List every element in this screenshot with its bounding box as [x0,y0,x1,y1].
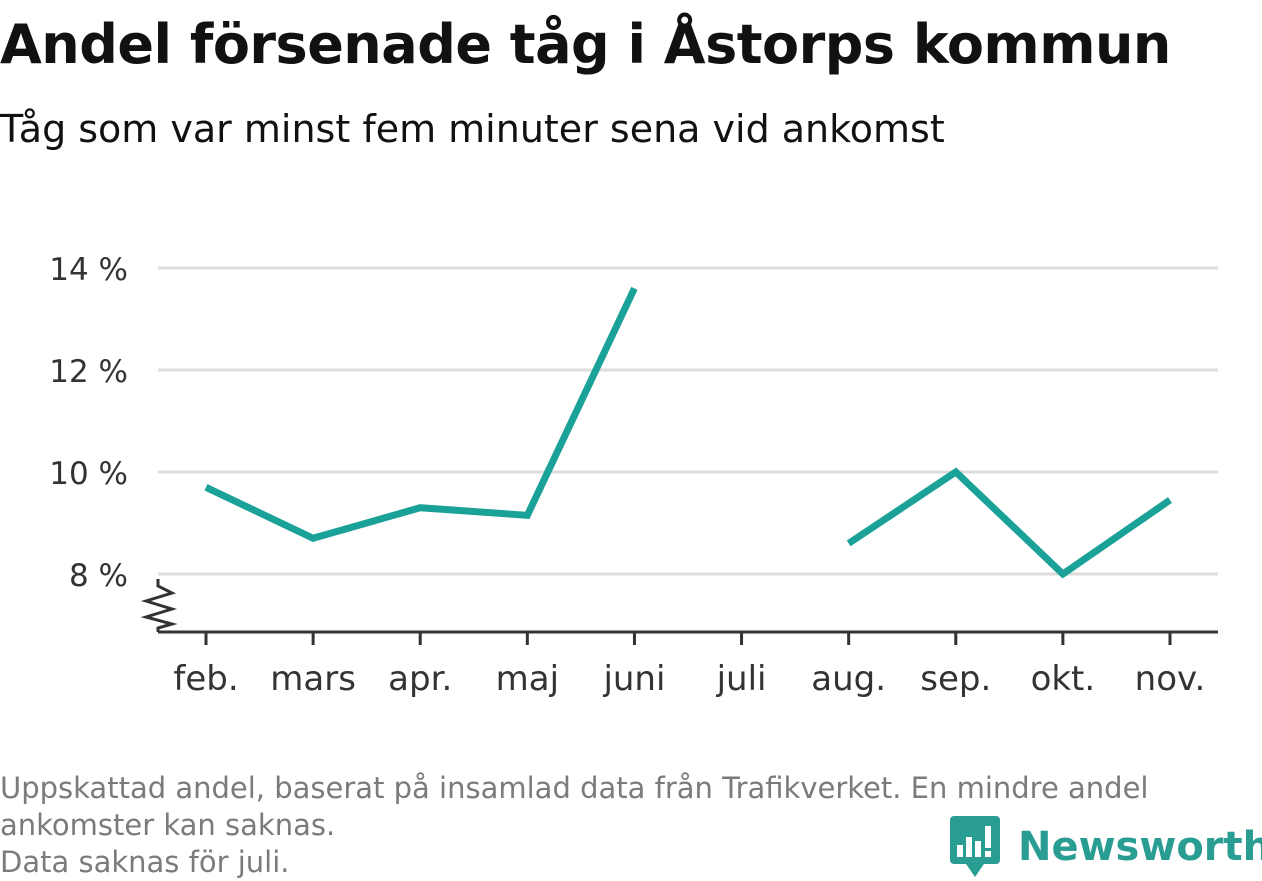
data-series [204,286,1172,579]
x-axis [140,579,1218,645]
x-tick-label: apr. [388,659,452,699]
y-tick-label: 8 % [69,558,128,594]
x-tick-label: juli [716,659,767,699]
x-tick-label: nov. [1135,659,1206,699]
y-axis-tick-labels: 8 % 10 % 12 % 14 % [49,252,128,594]
y-tick-label: 12 % [49,354,128,390]
x-tick-label: maj [496,659,559,699]
footnote-line: ankomster kan saknas. [0,808,336,842]
gridlines [158,266,1218,576]
x-tick-label: aug. [811,659,886,699]
x-tick-label: juni [602,659,665,699]
newsworthy-logo-icon [950,816,1000,877]
x-tick-label: sep. [920,659,991,699]
y-tick-label: 14 % [49,252,128,288]
footnote: Uppskattad andel, baserat på insamlad da… [0,770,1250,881]
x-tick-label: feb. [173,659,238,699]
x-axis-tick-labels: feb. mars apr. maj juni juli aug. sep. okt. nov. [173,659,1205,699]
series-line-segment [846,467,1172,579]
x-tick-label: okt. [1031,659,1096,699]
line-chart: 8 % 10 % 12 % 14 % feb. mars apr. maj juni juli a… [49,252,1218,699]
chart-title: Andel försenade tåg i Åstorps kommun [0,13,1171,76]
y-axis-break-marker [140,579,178,632]
chart-subtitle: Tåg som var minst fem minuter sena vid a… [0,107,945,151]
brand-name: Newsworthy [1018,824,1262,870]
footnote-line: Data saknas för juli. [0,845,290,879]
newsworthy-brand: Newsworthy [950,816,1262,878]
x-tick-label: mars [270,659,356,699]
footnote-line: Uppskattad andel, baserat på insamlad da… [0,771,1149,805]
series-line-segment [204,286,638,543]
y-tick-label: 10 % [49,456,128,492]
